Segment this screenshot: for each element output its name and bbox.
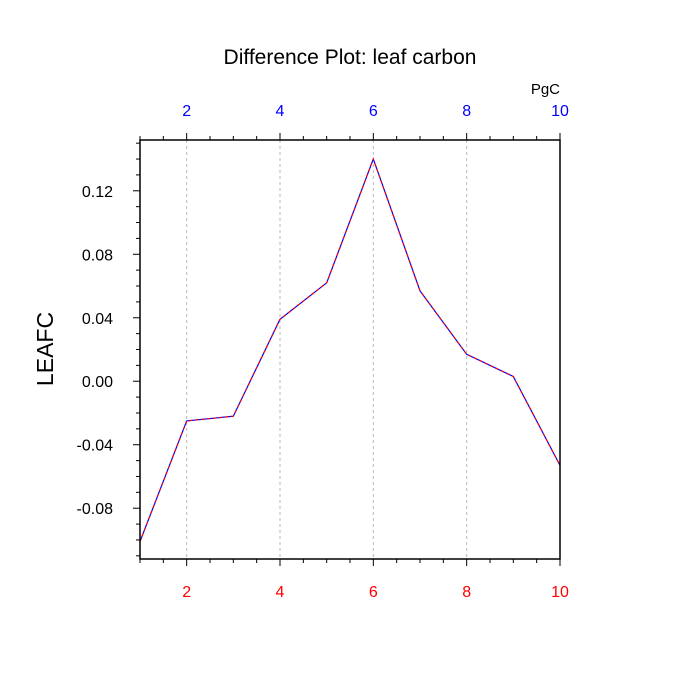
x-tick-label-bottom: 6	[369, 584, 378, 601]
x-tick-label-top: 6	[369, 103, 378, 120]
x-tick-label-top: 4	[276, 103, 285, 120]
x-tick-label-top: 2	[182, 103, 191, 120]
grid-lines	[186, 140, 468, 559]
units-label: PgC	[531, 81, 560, 98]
x-tick-label-bottom: 4	[276, 584, 285, 601]
y-tick-label: 0.04	[82, 311, 113, 328]
axis-ticks	[133, 133, 561, 566]
series-line-dash	[139, 157, 561, 542]
y-tick-label: 0.08	[82, 247, 113, 264]
series-lines	[139, 157, 561, 542]
y-tick-label: -0.08	[77, 501, 114, 518]
x-tick-label-top: 10	[551, 103, 569, 120]
x-tick-label-top: 8	[462, 103, 471, 120]
y-tick-label: 0.12	[82, 184, 113, 201]
x-tick-label-bottom: 8	[462, 584, 471, 601]
chart-title: Difference Plot: leaf carbon	[224, 46, 477, 69]
y-tick-label: -0.04	[77, 438, 114, 455]
y-tick-label: 0.00	[82, 374, 113, 391]
tick-labels: 2 4 6 8 10 2 4 6 8 10 0.12 0.08 0.04 0.00 -0.04 -0.08	[77, 103, 569, 601]
y-axis-label: LEAFC	[32, 312, 58, 386]
x-tick-label-bottom: 2	[182, 584, 191, 601]
series-line	[139, 157, 561, 542]
x-tick-label-bottom: 10	[551, 584, 569, 601]
plot-frame	[139, 139, 561, 560]
